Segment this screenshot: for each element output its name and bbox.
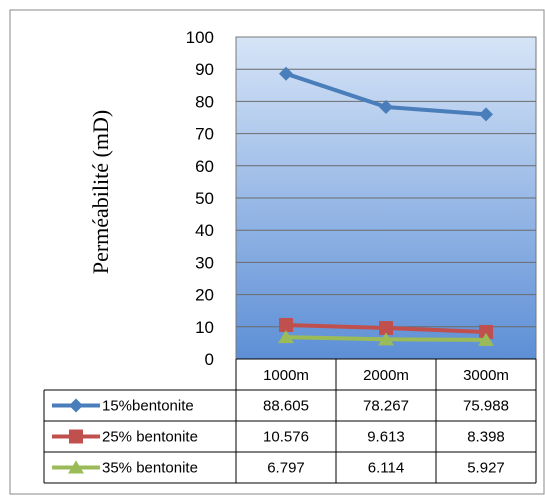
data-label: 6.114	[368, 460, 404, 477]
data-point	[479, 107, 493, 122]
y-tick-label: 0	[205, 350, 214, 369]
legend-label: 35% bentonite	[102, 460, 198, 477]
data-point	[278, 330, 294, 344]
y-tick-label: 70	[195, 125, 214, 144]
y-tick-label: 60	[195, 157, 214, 176]
data-point	[279, 66, 293, 81]
data-label: 9.613	[367, 429, 405, 446]
x-category-label: 3000m	[463, 367, 509, 384]
data-point	[279, 317, 293, 332]
data-label: 78.267	[363, 398, 409, 415]
data-point	[379, 321, 393, 336]
y-tick-label: 50	[195, 189, 214, 208]
legend-label: 25% bentonite	[102, 429, 198, 446]
data-label: 88.605	[263, 398, 309, 415]
data-label: 6.797	[267, 460, 305, 477]
data-label: 10.576	[263, 429, 309, 446]
data-point	[379, 99, 393, 114]
data-point	[478, 332, 494, 346]
data-point	[378, 332, 394, 346]
x-category-label: 1000m	[263, 367, 309, 384]
data-point	[69, 429, 83, 444]
y-tick-label: 20	[195, 286, 214, 305]
y-axis-label: Perméabilité (mD)	[88, 110, 113, 274]
y-tick-label: 10	[195, 318, 214, 337]
data-label: 75.988	[463, 398, 509, 415]
y-tick-label: 30	[195, 253, 214, 272]
data-label: 5.927	[467, 460, 505, 477]
y-tick-label: 90	[195, 60, 214, 79]
y-axis-ticks: 0 10 20 30 40 50 60 70 80 90 100	[186, 28, 214, 369]
data-label: 8.398	[467, 429, 505, 446]
series-lines	[278, 66, 494, 346]
data-point	[68, 460, 84, 474]
gridlines	[236, 68, 536, 328]
data-table: 1000m 2000m 3000m 15%bentonite 88.605 78.267 7…	[43, 358, 537, 484]
legend-label: 15%bentonite	[102, 398, 194, 415]
data-point	[479, 324, 493, 339]
y-tick-label: 100	[186, 28, 214, 47]
y-tick-label: 40	[195, 221, 214, 240]
y-tick-label: 80	[195, 92, 214, 111]
data-point	[69, 398, 83, 413]
x-category-label: 2000m	[363, 367, 409, 384]
